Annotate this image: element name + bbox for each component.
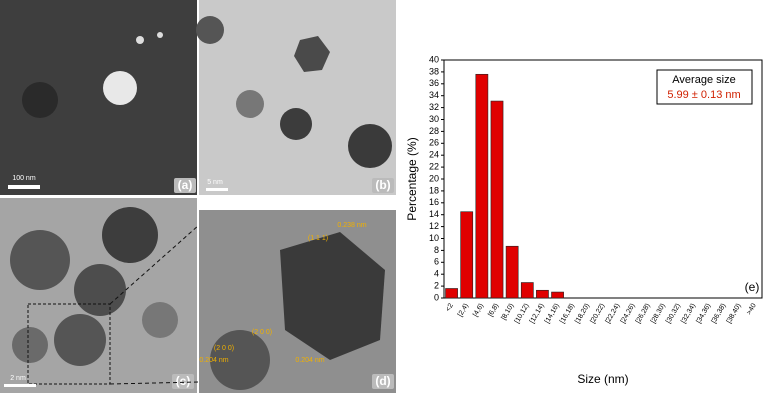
scale-bar: [4, 384, 36, 387]
panel-label: (c): [176, 374, 191, 388]
y-tick-label: 4: [434, 269, 439, 279]
spacing-label: 0.204 nm: [295, 357, 324, 364]
particle: [142, 302, 178, 338]
panel-label: (b): [375, 178, 390, 192]
particle: [12, 327, 48, 363]
panel-c: 2 nm (c): [0, 198, 200, 393]
plane-label: (1 1 1): [308, 235, 328, 242]
particle: [236, 90, 264, 118]
bar: [475, 73, 489, 299]
y-tick-label: 2: [434, 280, 439, 290]
particle: [102, 207, 158, 263]
y-tick-label: 20: [429, 173, 439, 183]
y-tick-label: 6: [434, 257, 439, 267]
zoom-line: [109, 381, 200, 385]
x-tick-label: [8,10): [500, 302, 515, 321]
scale-label: 5 nm: [207, 179, 223, 186]
x-tick-label: [38,40): [726, 302, 743, 324]
plane-label: (2 0 0): [214, 345, 234, 352]
panel-a: 100 nm (a): [0, 0, 197, 195]
particle: [54, 314, 106, 366]
y-tick-label: 22: [429, 161, 439, 171]
panel-label: (d): [375, 374, 390, 388]
bar: [490, 100, 504, 299]
x-tick-label: [4,6): [472, 302, 485, 318]
spacing-label: 0.238 nm: [337, 222, 366, 229]
y-tick-label: 26: [429, 138, 439, 148]
y-tick-label: 24: [429, 150, 439, 160]
scale-bar: [206, 188, 228, 191]
x-tick-label: [6,8): [487, 302, 500, 318]
bar: [460, 211, 474, 299]
y-tick-label: 16: [429, 197, 439, 207]
y-tick-label: 38: [429, 66, 439, 76]
particle: [136, 36, 144, 44]
y-tick-label: 40: [429, 54, 439, 64]
bar: [520, 282, 534, 299]
label-bg: [172, 374, 194, 389]
legend-box: [656, 69, 753, 105]
particle: [280, 232, 385, 360]
bar: [536, 289, 549, 299]
spacing-label: 0.204 nm: [199, 357, 228, 364]
panel-d: (1 1 1) 0.238 nm (2 0 0) 0.204 nm (2 0 0…: [199, 210, 396, 393]
y-tick-label: 10: [429, 233, 439, 243]
label-bg: [372, 178, 394, 193]
y-tick-label: 18: [429, 185, 439, 195]
y-tick-label: 32: [429, 102, 439, 112]
y-tick-label: 12: [429, 221, 439, 231]
bar: [505, 245, 519, 299]
y-tick-label: 28: [429, 126, 439, 136]
x-tick-label: <2: [445, 302, 455, 313]
plane-label: (2 0 0): [252, 329, 272, 336]
particle: [348, 124, 392, 168]
y-tick-label: 14: [429, 209, 439, 219]
bar: [551, 291, 564, 299]
bar: [445, 288, 458, 299]
panel-label: (a): [178, 178, 193, 192]
particle: [74, 264, 126, 316]
x-tick-label: [2,4): [457, 302, 470, 318]
scale-label: 2 nm: [10, 375, 26, 382]
panel-b: 5 nm (b): [196, 0, 396, 195]
average-size: 5.99 ± 0.13 nm: [667, 89, 740, 101]
particle: [10, 230, 70, 290]
y-tick-label: 34: [429, 90, 439, 100]
zoom-line: [109, 224, 200, 305]
label-bg: [372, 374, 394, 389]
cluster: [103, 71, 137, 105]
x-axis-label: Size (nm): [577, 372, 628, 386]
zoom-box: [27, 303, 111, 385]
y-tick-label: 0: [434, 292, 439, 302]
histogram: Percentage (%) Size (nm) Average size 5.…: [405, 54, 763, 386]
particle: [280, 108, 312, 140]
y-tick-label: 36: [429, 78, 439, 88]
scale-label: 100 nm: [12, 175, 36, 182]
scale-bar: [8, 185, 40, 189]
legend-title: Average size: [672, 74, 735, 86]
y-tick-label: 30: [429, 114, 439, 124]
y-tick-label: 8: [434, 245, 439, 255]
label-bg: [174, 178, 196, 193]
particle: [196, 16, 224, 44]
y-axis-label: Percentage (%): [405, 137, 419, 220]
particle: [210, 330, 270, 390]
panel-label: (e): [745, 280, 760, 294]
x-tick-label: >40: [746, 302, 758, 316]
particle: [157, 32, 163, 38]
blob: [22, 82, 58, 118]
particle: [294, 36, 330, 72]
